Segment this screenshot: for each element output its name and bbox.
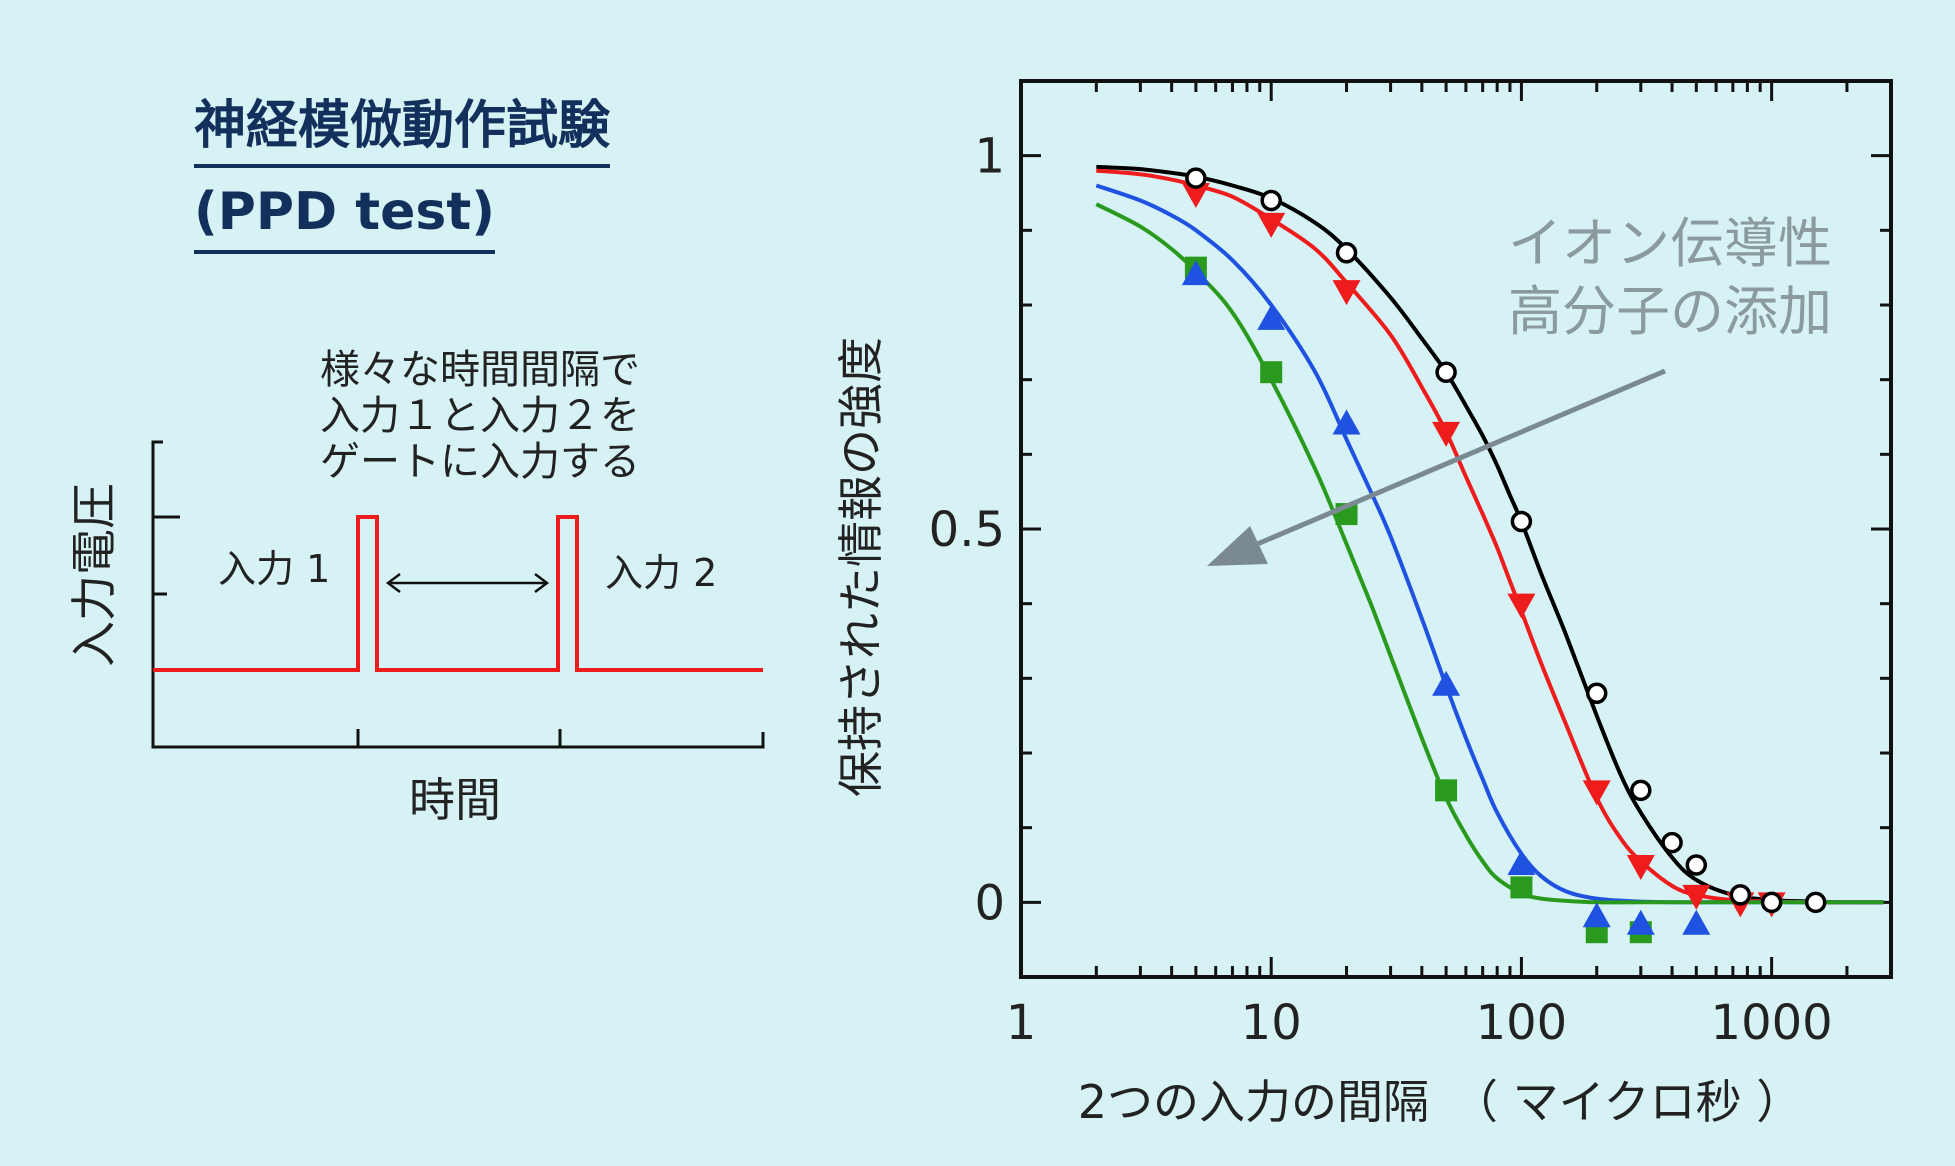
data-point-triangle-up: [1332, 409, 1361, 435]
description-line: 様々な時間間隔で: [320, 347, 640, 393]
data-point-triangle-up: [1682, 909, 1711, 935]
data-point-triangle-down: [1332, 280, 1361, 306]
data-point-circle: [1510, 510, 1533, 533]
interval-arrowhead-right: [534, 573, 550, 593]
pulse1-label: 入力 1: [218, 547, 330, 591]
chart-fit-lines: [1095, 164, 1884, 905]
ppd-chart: 1 10 100 1000 0 0.5 1 2つの入力の間隔 （ マイクロ秒 ） 保持された…: [834, 79, 1893, 1129]
pulse-diagram: 入力 1 入力 2 入力電圧 時間: [67, 440, 765, 827]
data-point-triangle-down: [1626, 855, 1655, 880]
data-point-circle: [1630, 779, 1652, 802]
chart-tick-labels: 1 10 100 1000 0 0.5 1: [929, 129, 1833, 1051]
chart-markers: [1181, 167, 1827, 944]
interval-arrowhead-left: [385, 573, 401, 593]
test-description: 様々な時間間隔で 入力１と入力２を ゲートに入力する: [280, 347, 680, 485]
data-point-triangle-up: [1582, 902, 1611, 928]
pulse2-label: 入力 2: [605, 551, 717, 595]
data-point-circle: [1760, 891, 1783, 914]
chart-frame: [1019, 79, 1893, 979]
data-point-triangle-up: [1626, 909, 1655, 935]
test-title: 神経模倣動作試験 (PPD test): [194, 88, 611, 260]
data-point-circle: [1729, 884, 1752, 906]
fit-line-circle: [1096, 164, 1884, 905]
data-point-triangle-up: [1257, 304, 1286, 330]
data-point-circle: [1185, 167, 1207, 189]
data-point-square: [1260, 361, 1283, 384]
trend-arrow: [1254, 368, 1666, 548]
data-point-triangle-down: [1582, 780, 1611, 806]
data-point-circle: [1685, 854, 1708, 876]
data-point-circle: [1435, 361, 1457, 383]
title-line2: (PPD test): [194, 174, 495, 254]
x-tick-label: 1000: [1711, 995, 1833, 1051]
data-point-triangle-down: [1181, 183, 1210, 208]
y-tick-label: 1: [974, 129, 1005, 185]
x-tick-label: 1: [1006, 995, 1037, 1051]
pulse-y-label: 入力電圧: [67, 483, 121, 667]
chart-x-label: 2つの入力の間隔 （ マイクロ秒 ）: [1078, 1075, 1803, 1129]
data-point-square: [1435, 779, 1458, 802]
data-point-triangle-up: [1507, 850, 1536, 875]
annotation-line1: イオン伝導性: [1508, 212, 1832, 275]
data-point-triangle-up: [1432, 670, 1461, 696]
title-line1: 神経模倣動作試験: [194, 88, 611, 168]
data-point-circle: [1585, 682, 1608, 705]
data-point-triangle-down: [1432, 421, 1461, 447]
pulse-signal: [153, 515, 763, 672]
data-point-circle: [1335, 241, 1358, 264]
chart-y-label: 保持された情報の強度: [834, 337, 888, 797]
description-line: ゲートに入力する: [320, 439, 640, 485]
fit-line-triangle-down: [1096, 168, 1884, 905]
data-point-square: [1510, 876, 1533, 899]
data-point-circle: [1661, 831, 1683, 854]
data-point-triangle-down: [1507, 593, 1536, 619]
y-tick-label: 0: [974, 875, 1005, 931]
pulse-y-axis: [151, 440, 765, 749]
description-line: 入力１と入力２を: [320, 393, 640, 439]
pulse-x-label: 時間: [409, 773, 501, 827]
y-tick-label: 0.5: [929, 502, 1005, 558]
data-point-circle: [1260, 189, 1282, 212]
x-tick-label: 100: [1476, 995, 1568, 1051]
x-tick-label: 10: [1241, 995, 1302, 1051]
annotation-line2: 高分子の添加: [1508, 280, 1832, 343]
data-point-triangle-down: [1257, 212, 1286, 238]
data-point-triangle-down: [1682, 884, 1711, 910]
trend-arrowhead: [1207, 526, 1268, 566]
data-point-circle: [1804, 891, 1827, 914]
data-point-triangle-up: [1181, 260, 1210, 286]
